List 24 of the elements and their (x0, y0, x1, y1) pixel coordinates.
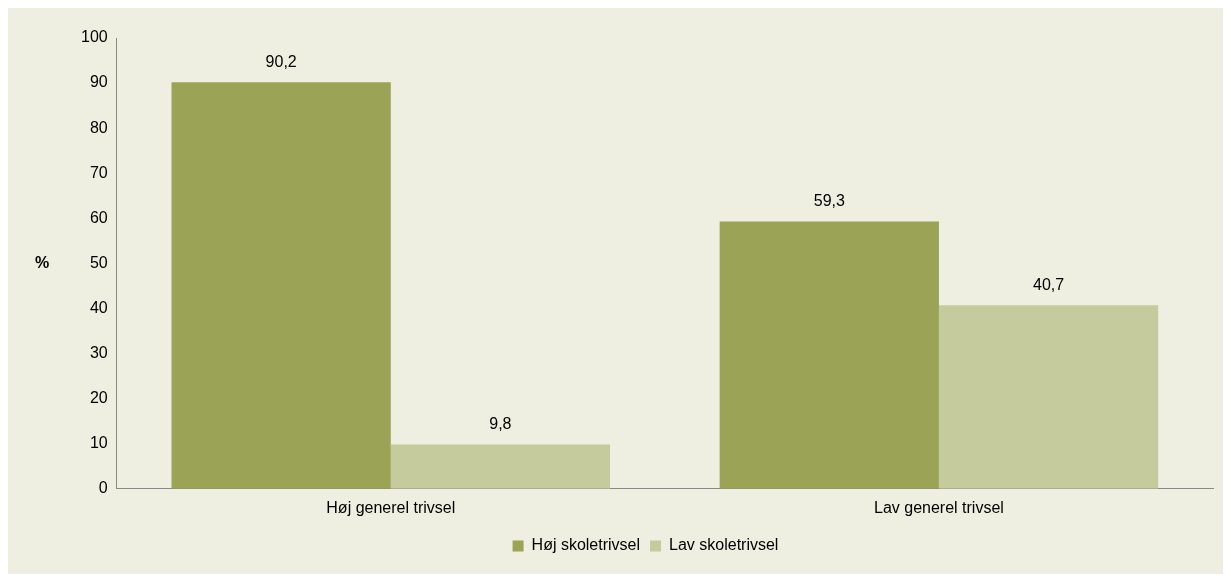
bar (719, 221, 939, 489)
legend-label: Lav skoletrivsel (669, 536, 779, 554)
x-tick-label: Lav generel trivsel (874, 498, 1004, 516)
data-label: 40,7 (1032, 275, 1065, 293)
y-tick-label: 50 (89, 253, 108, 271)
y-tick-label: 30 (89, 343, 108, 361)
y-tick-label: 10 (89, 434, 108, 452)
data-label: 90,2 (265, 52, 297, 70)
y-tick-label: 80 (89, 118, 108, 136)
y-tick-label: 0 (98, 479, 108, 497)
x-tick-label: Høj generel trivsel (326, 498, 456, 516)
y-axis-title: % (34, 253, 50, 271)
bar (938, 305, 1159, 489)
y-tick-label: 100 (80, 28, 108, 46)
y-tick-label: 20 (89, 389, 108, 407)
bar (171, 82, 391, 489)
bar (390, 444, 611, 489)
data-label: 59,3 (813, 191, 845, 209)
y-tick-label: 90 (89, 73, 108, 91)
y-tick-label: 70 (89, 163, 108, 181)
y-tick-label: 40 (89, 298, 108, 316)
data-label: 9,8 (489, 415, 512, 433)
legend-label: Høj skoletrivsel (531, 536, 641, 554)
y-tick-label: 60 (89, 208, 108, 226)
